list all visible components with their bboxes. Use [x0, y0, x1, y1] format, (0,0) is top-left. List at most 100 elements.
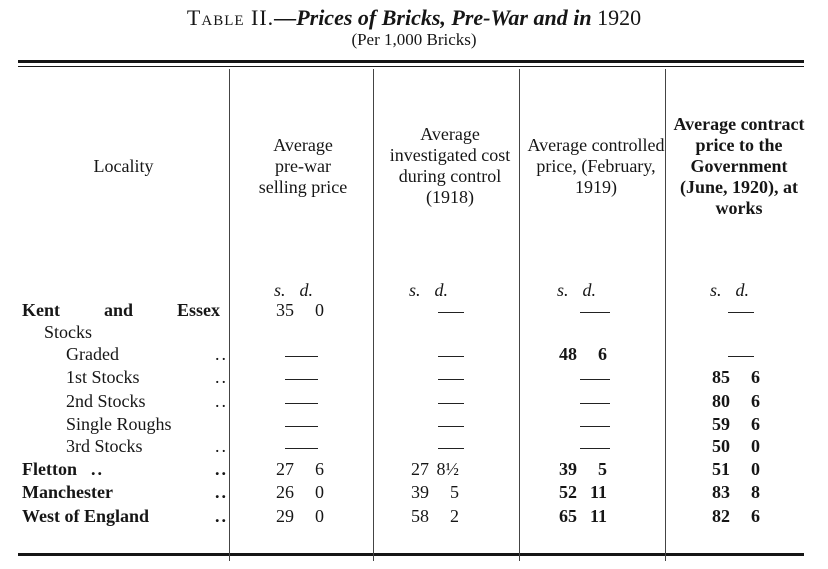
row-label: West of England..	[22, 506, 228, 526]
row-label: Stocks	[44, 322, 93, 342]
shillings-value: 52	[559, 482, 577, 502]
pence-value: 2	[450, 506, 459, 526]
row-label: Graded..	[66, 344, 228, 364]
unit-pence: d.	[582, 280, 597, 300]
row-label: Single Roughs	[66, 414, 172, 434]
price-cell: 39 5	[553, 459, 607, 480]
price-cell: 29 0	[270, 506, 324, 527]
row-label: Fletton....	[22, 459, 228, 479]
shillings-value: 27	[276, 459, 294, 479]
top-rule-thick	[18, 60, 804, 63]
empty-value-dash	[438, 312, 464, 313]
title-description: —Prices of Bricks, Pre-War and in	[274, 5, 592, 30]
price-cell: 59 6	[706, 414, 760, 435]
bottom-rule	[18, 553, 804, 556]
price-cell: 83 8	[706, 482, 760, 503]
pence-value: 0	[315, 506, 324, 526]
shillings-value: 39	[559, 459, 577, 479]
unit-shillings: s.	[274, 280, 286, 300]
unit-pence: d.	[434, 280, 449, 300]
pence-value: 0	[751, 436, 760, 456]
header-locality: Locality	[93, 155, 154, 176]
unit-pence: d.	[299, 280, 314, 300]
empty-value-dash	[438, 403, 464, 404]
empty-value-dash	[438, 426, 464, 427]
row-label: 1st Stocks..	[66, 367, 228, 387]
unit-labels: s. d.	[710, 280, 749, 301]
row-label: 2nd Stocks..	[66, 391, 228, 411]
price-cell: 58 2	[405, 506, 459, 527]
title-table-number: Table II.	[186, 5, 275, 30]
price-cell: 26 0	[270, 482, 324, 503]
price-cell: 48 6	[553, 344, 607, 365]
pence-value: 6	[751, 506, 760, 526]
unit-labels: s. d.	[409, 280, 448, 301]
row-label: Manchester..	[22, 482, 228, 502]
unit-shillings: s.	[710, 280, 722, 300]
table-caption: Table II.—Prices of Bricks, Pre-War and …	[0, 4, 828, 49]
pence-value: 5	[598, 459, 607, 479]
pence-value: 6	[598, 344, 607, 364]
pence-value: 11	[589, 506, 607, 526]
price-cell: 65 11	[553, 506, 607, 527]
empty-value-dash	[438, 356, 464, 357]
price-cell: 80 6	[706, 391, 760, 412]
column-divider	[229, 69, 230, 561]
shillings-value: 26	[276, 482, 294, 502]
empty-value-dash	[285, 426, 318, 427]
price-cell: 50 0	[706, 436, 760, 457]
empty-value-dash	[285, 356, 318, 357]
pence-value: 11	[589, 482, 607, 502]
row-label: 3rd Stocks..	[66, 436, 228, 456]
unit-shillings: s.	[409, 280, 421, 300]
pence-value: 6	[751, 367, 760, 387]
shillings-value: 58	[411, 506, 429, 526]
pence-value: 0	[315, 482, 324, 502]
title-year: 1920	[597, 5, 642, 30]
price-cell: 51 0	[706, 459, 760, 480]
price-cell: 27 6	[270, 459, 324, 480]
price-cell: 52 11	[553, 482, 607, 503]
shillings-value: 59	[712, 414, 730, 434]
pence-value: 0	[751, 459, 760, 479]
pence-value: 8	[751, 482, 760, 502]
header-controlled-price: Average controlled price, (February, 191…	[527, 134, 665, 197]
shillings-value: 35	[276, 300, 294, 320]
empty-value-dash	[580, 448, 610, 449]
shillings-value: 27	[411, 459, 429, 479]
price-cell: 27 8½	[405, 459, 459, 480]
shillings-value: 80	[712, 391, 730, 411]
empty-value-dash	[285, 379, 318, 380]
header-investigated-cost: Average investigated cost during control…	[389, 124, 511, 207]
header-contract-price: Average contract price to the Government…	[673, 113, 805, 218]
empty-value-dash	[580, 312, 610, 313]
shillings-value: 48	[559, 344, 577, 364]
column-divider	[519, 69, 520, 561]
empty-value-dash	[285, 448, 318, 449]
column-divider	[665, 69, 666, 561]
column-divider	[373, 69, 374, 561]
unit-labels: s. d.	[274, 280, 313, 301]
shillings-value: 83	[712, 482, 730, 502]
empty-value-dash	[580, 379, 610, 380]
empty-value-dash	[728, 312, 754, 313]
pence-value: 6	[751, 414, 760, 434]
row-label: Kent and Essex	[22, 300, 220, 320]
shillings-value: 82	[712, 506, 730, 526]
shillings-value: 51	[712, 459, 730, 479]
unit-pence: d.	[735, 280, 750, 300]
empty-value-dash	[728, 356, 754, 357]
shillings-value: 29	[276, 506, 294, 526]
unit-shillings: s.	[557, 280, 569, 300]
price-cell: 35 0	[270, 300, 324, 321]
pence-value: 5	[450, 482, 459, 502]
shillings-value: 65	[559, 506, 577, 526]
pence-value: 8½	[436, 459, 460, 479]
empty-value-dash	[580, 426, 610, 427]
top-rule-thin	[18, 66, 804, 67]
shillings-value: 85	[712, 367, 730, 387]
table-title: Table II.—Prices of Bricks, Pre-War and …	[0, 4, 828, 32]
table-subtitle: (Per 1,000 Bricks)	[351, 30, 477, 49]
price-cell: 85 6	[706, 367, 760, 388]
empty-value-dash	[438, 379, 464, 380]
